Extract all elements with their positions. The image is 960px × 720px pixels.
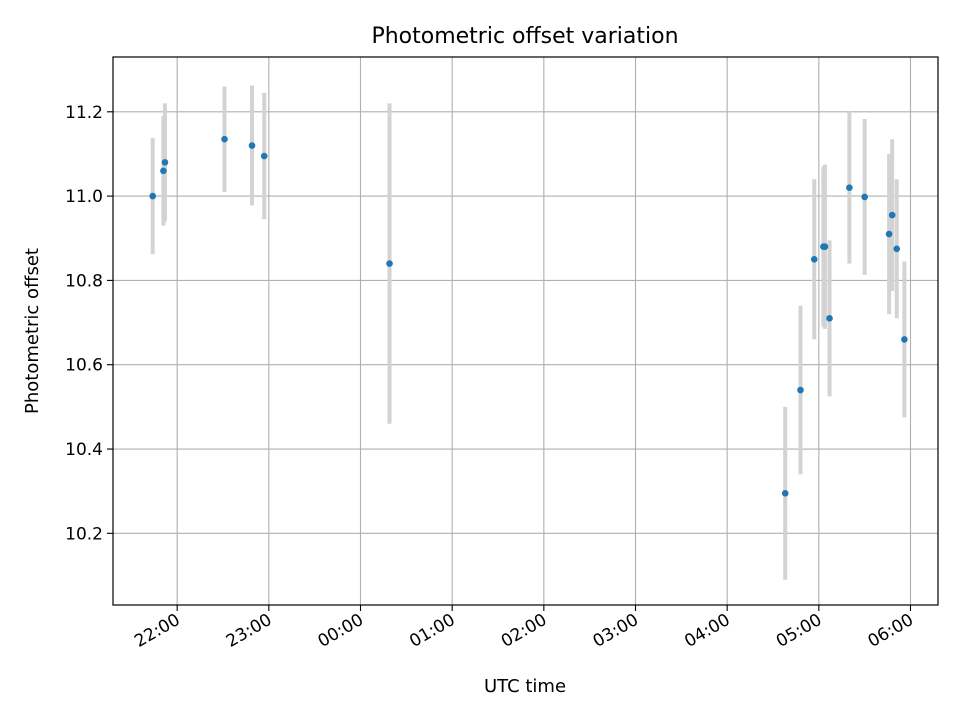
y-tick-label: 10.2: [65, 524, 103, 544]
data-points: [149, 135, 908, 497]
data-point: [888, 211, 896, 219]
y-tick-label: 11.2: [65, 103, 103, 123]
data-point: [149, 192, 157, 200]
x-tick-label: 01:00: [406, 610, 458, 652]
chart-title: Photometric offset variation: [371, 24, 678, 49]
x-tick-label: 05:00: [773, 610, 825, 652]
data-point: [885, 230, 893, 238]
grid: [113, 57, 938, 605]
data-point: [781, 489, 789, 497]
x-tick-label: 04:00: [681, 610, 733, 652]
data-point: [810, 256, 818, 263]
data-point: [901, 336, 908, 343]
data-point: [160, 167, 167, 175]
x-tick-label: 02:00: [498, 610, 550, 652]
data-point: [248, 142, 256, 149]
x-axis-label: UTC time: [484, 676, 566, 697]
data-point: [386, 260, 393, 267]
data-point: [893, 245, 901, 253]
data-point: [846, 184, 853, 191]
data-point: [797, 386, 804, 394]
data-point: [161, 159, 169, 166]
x-tick-label: 06:00: [865, 610, 917, 652]
y-tick-label: 11.0: [65, 187, 103, 207]
x-axis-ticks: 22:00 23:00 00:00 01:00 02:00 03:00 04:00 05:00…: [131, 605, 917, 652]
error-bars: [150, 85, 907, 580]
x-tick-label: 22:00: [131, 610, 183, 652]
y-tick-label: 10.6: [65, 356, 103, 376]
y-tick-label: 10.4: [65, 440, 103, 460]
data-point: [221, 135, 228, 143]
x-tick-label: 03:00: [590, 610, 642, 652]
data-point: [821, 243, 829, 250]
data-point: [826, 315, 833, 322]
y-axis-label: Photometric offset: [22, 248, 43, 414]
data-point: [861, 193, 868, 201]
y-axis-ticks: 10.2 10.4 10.6 10.8 11.0 11.2: [65, 103, 113, 544]
x-tick-label: 23:00: [223, 610, 275, 652]
x-tick-label: 00:00: [315, 610, 367, 652]
y-tick-label: 10.8: [65, 271, 103, 291]
plot-frame: [112, 56, 939, 606]
data-point: [260, 152, 268, 160]
